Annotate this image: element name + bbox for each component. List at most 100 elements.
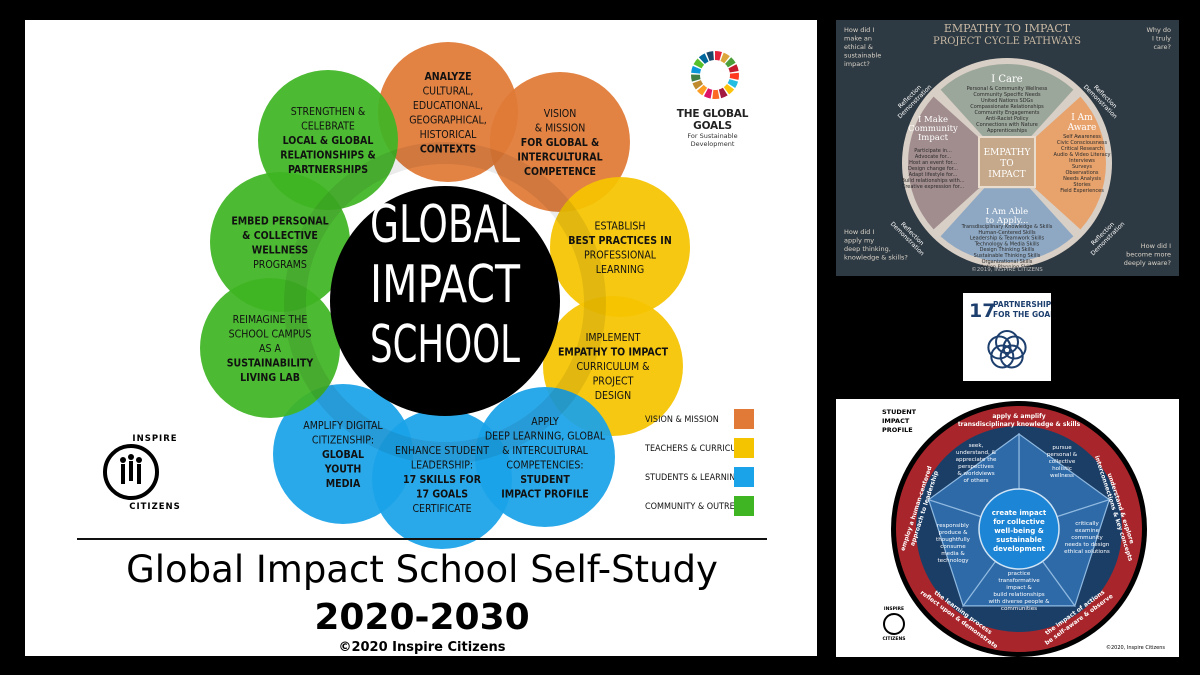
- cycle-care-item: Compassionate Relationships: [970, 104, 1044, 110]
- global-goals-subtitle: For Sustainable Development: [687, 132, 738, 148]
- inspire-logo-ring: [103, 444, 159, 500]
- cycle-apply-item: Leadership & Teamwork Skills: [970, 236, 1045, 242]
- profile-heading: PROFILE: [882, 426, 913, 434]
- cycle-care-item: Apprenticeships: [987, 128, 1027, 134]
- petal-text-implement: IMPLEMENT: [586, 332, 641, 344]
- profile-center-circle: [978, 488, 1060, 570]
- cycle-question: knowledge & skills?: [844, 254, 908, 262]
- cycle-question: make an: [844, 35, 872, 43]
- petal-text-strengthen: CELEBRATE: [301, 121, 355, 133]
- center-title-line: IMPACT: [370, 255, 520, 315]
- petal-analyze: [378, 42, 518, 182]
- profile-segment-text: personal &: [1047, 452, 1078, 458]
- petal-text-enhance: 17 SKILLS FOR: [403, 474, 482, 486]
- legend-label: VISION & MISSION: [645, 415, 719, 425]
- cycle-question: deeply aware?: [1124, 259, 1171, 267]
- global-goals-wheel-segment: [723, 84, 735, 95]
- global-goals-wheel-segment: [703, 88, 713, 99]
- cycle-make-item: Participate in...: [914, 148, 952, 154]
- global-goals-title: THE GLOBAL GOALS: [676, 108, 749, 132]
- petal-text-reimagine: REIMAGINE THE: [233, 314, 308, 326]
- legend-item: COMMUNITY & OUTREACH: [645, 496, 754, 516]
- petal-text-enhance: 17 GOALS: [416, 489, 468, 501]
- profile-segment-text: with diverse people &: [988, 599, 1050, 605]
- global-goals-wheel-segment: [725, 57, 736, 68]
- petal-text-apply: DEEP LEARNING, GLOBAL: [485, 430, 606, 442]
- cycle-quadrant: [1032, 96, 1106, 230]
- student-impact-profile-panel: create impact for collective well-being & s…: [836, 399, 1179, 657]
- cycle-make-item: Build relationships with...: [901, 178, 965, 184]
- cycle-aware-item: Needs Analysis: [1063, 176, 1101, 182]
- profile-segment-text: responsibly: [937, 523, 970, 529]
- global-goals-wheel-segment: [693, 58, 705, 69]
- global-goals-wheel-segment: [718, 87, 728, 99]
- cycle-question: deep thinking,: [844, 245, 891, 253]
- cycle-care-item: Personal & Community Wellness: [967, 86, 1048, 92]
- global-goals-wheel-segment: [715, 51, 722, 61]
- brand-bottom: CITIZENS: [129, 502, 181, 512]
- legend-label: COMMUNITY & OUTREACH: [645, 502, 752, 512]
- cycle-question: Why do: [1146, 26, 1171, 34]
- petal-amplify: [273, 384, 413, 524]
- profile-copyright: ©2020, Inspire Citizens: [1106, 644, 1165, 651]
- profile-segment-text: perspectives: [958, 464, 994, 470]
- profile-segment-text: seek,: [969, 443, 984, 449]
- petal-strengthen: [258, 70, 398, 210]
- sdg17-flower-icon: [1002, 335, 1027, 360]
- cycle-aware-item: Stories: [1073, 182, 1091, 188]
- sdg17-flower-icon: [990, 344, 1015, 369]
- cycle-question: How did I: [844, 228, 874, 236]
- global-goals-wheel-segment: [706, 51, 714, 62]
- profile-segment-text: build relationships: [993, 592, 1044, 598]
- cycle-make-item: Host an event for...: [909, 160, 957, 166]
- petal-text-reimagine: LIVING LAB: [240, 372, 300, 384]
- petal-text-amplify: CITIZENSHIP:: [312, 435, 374, 447]
- profile-segment-text: collective: [1049, 459, 1076, 465]
- cycle-question: I truly: [1152, 35, 1171, 43]
- petal-text-analyze: EDUCATIONAL,: [413, 100, 483, 112]
- petal-text-analyze: ANALYZE: [424, 71, 471, 83]
- petal-text-enhance: CERTIFICATE: [412, 503, 471, 515]
- global-impact-school-panel: GLOBAL IMPACT SCHOOL ANALYZE CULTURAL, EDUCAT…: [25, 20, 817, 656]
- legend-swatch: [734, 438, 754, 458]
- petal-text-apply: COMPETENCIES:: [506, 459, 583, 471]
- global-goals-wheel-segment: [729, 72, 740, 80]
- cycle-make-item: Design change for...: [908, 166, 958, 172]
- global-goals-wheel-segment: [712, 89, 720, 99]
- petal-text-vision: INTERCULTURAL: [517, 152, 602, 164]
- cycle-aware-title: I Am: [1071, 113, 1093, 123]
- profile-center-text: for collective: [993, 518, 1045, 526]
- profile-segment-text: transformative: [998, 578, 1040, 584]
- profile-center-text: create impact: [992, 509, 1047, 517]
- legend-label: TEACHERS & CURRICULUM: [645, 444, 754, 454]
- cycle-aware-item: Civic Consciousness: [1057, 140, 1108, 146]
- cycle-question: impact?: [844, 60, 870, 68]
- petal-text-embed: & COLLECTIVE: [242, 230, 318, 242]
- page-title: Global Impact School Self-Study: [126, 548, 718, 591]
- cycle-aware-item: Surveys: [1072, 164, 1092, 170]
- sdg17-number: 17: [969, 300, 995, 322]
- cycle-center-text: EMPATHY: [984, 148, 1032, 158]
- center-circle: [330, 186, 560, 416]
- cycle-make-item: Adapt lifestyle for...: [909, 172, 958, 178]
- global-goals-wheel-segment: [727, 79, 739, 89]
- center-title-line: SCHOOL: [370, 315, 520, 375]
- petal-text-reimagine: SUSTAINABILITY: [227, 358, 314, 370]
- profile-segment-text: consume: [940, 544, 966, 550]
- petal-text-enhance: LEADERSHIP:: [411, 460, 473, 472]
- cycle-question: ethical &: [844, 43, 873, 51]
- years: 2020-2030: [314, 597, 530, 638]
- profile-segment-text: media &: [941, 551, 965, 557]
- global-goals-wheel-segment: [696, 84, 708, 96]
- petal-text-establish: LEARNING: [596, 264, 645, 276]
- petal-text-vision: FOR GLOBAL &: [521, 137, 600, 149]
- profile-segment-text: community: [1071, 535, 1103, 541]
- inspire-logo-figure: [129, 461, 133, 481]
- global-goals-wheel-segment: [728, 64, 739, 73]
- petal-text-amplify: AMPLIFY DIGITAL: [303, 420, 383, 432]
- profile-brand-logo: [883, 613, 905, 635]
- petal-text-strengthen: LOCAL & GLOBAL: [283, 135, 374, 147]
